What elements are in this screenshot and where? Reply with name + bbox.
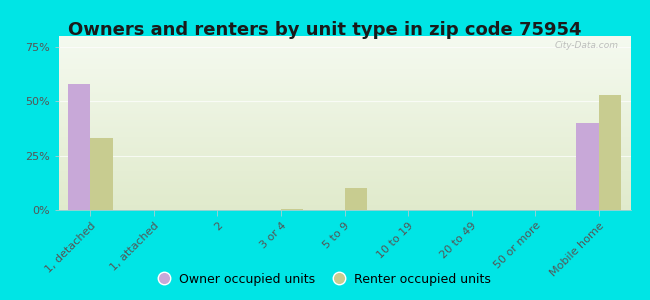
Bar — [344, 188, 367, 210]
Bar — [90, 138, 112, 210]
Bar — [599, 95, 621, 210]
Legend: Owner occupied units, Renter occupied units: Owner occupied units, Renter occupied un… — [154, 268, 496, 291]
Text: City-Data.com: City-Data.com — [555, 41, 619, 50]
Bar — [577, 123, 599, 210]
Bar — [281, 209, 303, 210]
Text: Owners and renters by unit type in zip code 75954: Owners and renters by unit type in zip c… — [68, 21, 582, 39]
Bar — [68, 84, 90, 210]
